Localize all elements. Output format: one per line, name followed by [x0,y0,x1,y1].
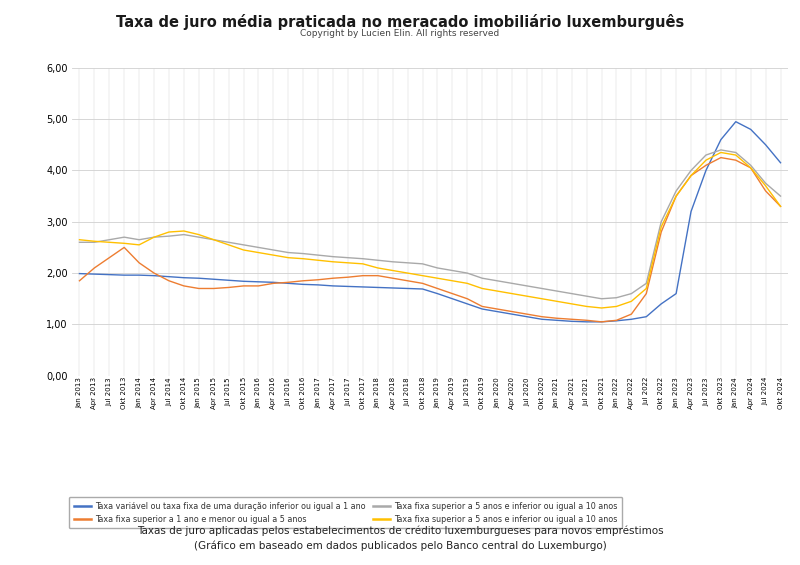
Text: Copyright by Lucien Elin. All rights reserved: Copyright by Lucien Elin. All rights res… [300,29,500,38]
Text: Taxas de juro aplicadas pelos estabelecimentos de crédito luxemburgueses para no: Taxas de juro aplicadas pelos estabeleci… [137,525,663,551]
Text: Taxa de juro média praticada no meracado imobiliário luxemburguês: Taxa de juro média praticada no meracado… [116,14,684,30]
Legend: Taxa variável ou taxa fixa de uma duração inferior ou igual a 1 ano, Taxa fixa s: Taxa variável ou taxa fixa de uma duraçã… [69,497,622,528]
